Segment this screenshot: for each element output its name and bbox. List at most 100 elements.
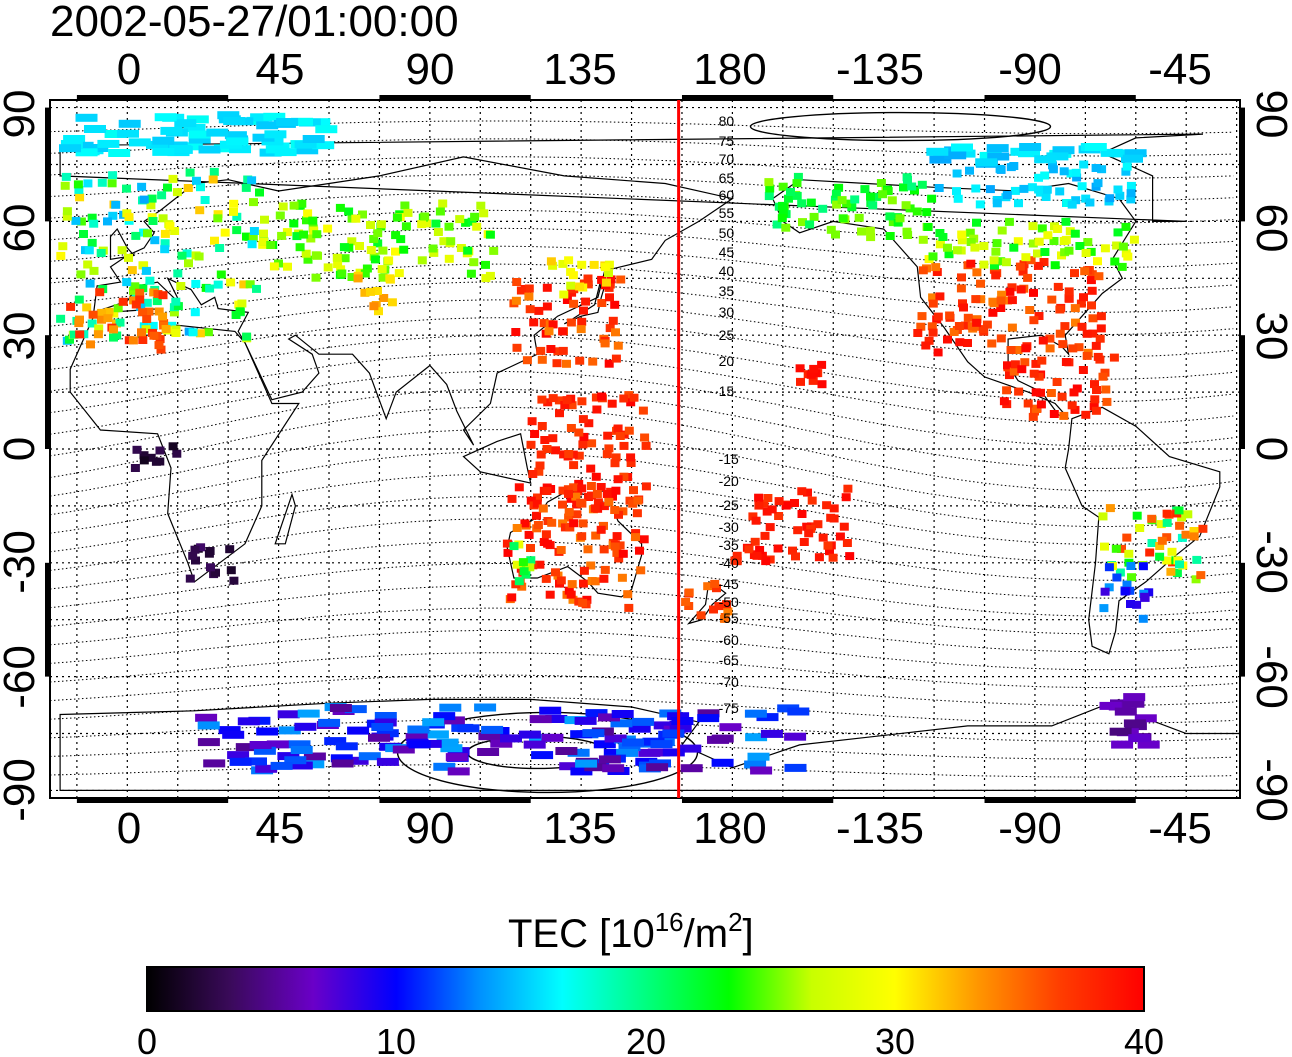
tec-pixel xyxy=(507,593,517,602)
tec-pixel xyxy=(566,318,576,327)
tec-pixel xyxy=(613,475,623,484)
tec-pixel xyxy=(662,729,685,738)
tec-pixel xyxy=(118,119,141,128)
tec-pixel xyxy=(517,582,527,591)
contour-label: -70 xyxy=(719,674,739,690)
tec-pixel xyxy=(107,179,117,188)
tec-pixel xyxy=(556,576,566,585)
tec-pixel xyxy=(583,280,593,289)
tec-pixel xyxy=(511,296,521,305)
tec-pixel xyxy=(611,453,621,462)
tec-pixel xyxy=(952,169,962,178)
tec-pixel xyxy=(1066,169,1076,178)
tec-pixel xyxy=(1076,299,1086,308)
tec-pixel xyxy=(337,269,347,278)
tec-pixel xyxy=(522,356,532,365)
tec-pixel xyxy=(351,214,361,223)
tec-pixel xyxy=(857,227,866,236)
tec-pixel xyxy=(575,759,598,768)
tec-pixel xyxy=(566,281,576,290)
tec-pixel xyxy=(153,290,163,298)
tec-pixel xyxy=(237,717,260,726)
tec-pixel xyxy=(786,188,795,196)
tec-pixel xyxy=(1004,217,1014,226)
tec-pixel xyxy=(751,516,761,525)
tec-pixel xyxy=(1122,699,1145,708)
tec-pixel xyxy=(831,230,840,239)
tec-pixel xyxy=(87,238,97,247)
tec-pixel xyxy=(1091,164,1101,172)
tec-pixel xyxy=(97,139,120,148)
tec-pixel xyxy=(1053,225,1063,233)
tec-pixel xyxy=(811,369,821,378)
tec-pixel xyxy=(650,740,673,749)
tec-pixel xyxy=(963,313,973,322)
tec-pixel xyxy=(146,201,156,210)
tec-pixel xyxy=(220,228,230,237)
tec-pixel xyxy=(203,759,226,768)
tec-pixel xyxy=(748,512,758,521)
magnetic-contour xyxy=(50,406,1234,492)
tec-pixel xyxy=(1088,329,1098,338)
colorbar-title-exp: 16 xyxy=(655,907,684,937)
tec-pixel xyxy=(104,130,127,138)
tec-pixel xyxy=(899,183,908,192)
tec-pixel xyxy=(117,246,127,255)
tec-pixel xyxy=(384,256,394,265)
tec-pixel xyxy=(953,194,963,203)
tec-pixel xyxy=(56,314,66,323)
tec-pixel xyxy=(985,185,995,194)
tec-pixel xyxy=(569,519,579,528)
tec-pixel xyxy=(147,194,157,203)
tec-pixel xyxy=(97,178,107,187)
tec-pixel xyxy=(935,240,945,249)
tec-pixel xyxy=(520,519,530,528)
tec-pixel xyxy=(592,405,602,414)
tec-pixel xyxy=(602,490,612,498)
tec-pixel xyxy=(137,328,146,337)
tec-pixel xyxy=(626,453,636,462)
tec-pixel xyxy=(173,302,183,311)
tec-pixel xyxy=(158,291,168,300)
tec-pixel xyxy=(586,464,596,473)
tec-pixel xyxy=(866,192,875,201)
tec-pixel xyxy=(1192,555,1202,564)
tec-pixel xyxy=(558,500,567,509)
contour-label: 50 xyxy=(719,225,735,241)
tec-pixel xyxy=(1007,323,1017,332)
lat-label-left: 60 xyxy=(0,204,44,253)
tec-pixel xyxy=(1037,356,1047,365)
tec-pixel xyxy=(563,485,573,494)
tec-pixel xyxy=(1053,282,1063,291)
tec-pixel xyxy=(263,112,286,121)
tec-pixel xyxy=(176,282,186,290)
tec-pixel xyxy=(995,164,1005,173)
tec-pixel xyxy=(84,125,106,133)
tec-pixel xyxy=(825,547,834,556)
tec-pixel xyxy=(224,131,247,140)
tec-pixel xyxy=(841,493,851,502)
tec-pixel xyxy=(60,181,70,190)
tec-pixel xyxy=(928,293,938,302)
tec-pixel xyxy=(1026,256,1036,265)
tec-pixel xyxy=(926,147,949,156)
tec-pixel xyxy=(839,522,849,531)
tec-pixel xyxy=(872,192,882,201)
tec-pixel xyxy=(490,739,513,748)
tec-pixel xyxy=(804,529,814,538)
tec-pixel xyxy=(1003,361,1012,370)
tec-pixel xyxy=(1084,143,1107,151)
tec-pixel xyxy=(422,219,432,228)
magnetic-contour xyxy=(50,353,1234,425)
tec-pixel xyxy=(347,726,370,735)
tec-pixel xyxy=(922,208,932,217)
magnetic-contour xyxy=(50,429,1234,510)
tec-pixel xyxy=(1120,587,1130,596)
tec-pixel xyxy=(1105,504,1115,513)
tec-pixel xyxy=(83,179,93,188)
tec-pixel xyxy=(239,280,249,289)
tec-pixel xyxy=(218,726,241,735)
tec-pixel xyxy=(1077,322,1087,331)
tec-pixel xyxy=(755,546,765,554)
